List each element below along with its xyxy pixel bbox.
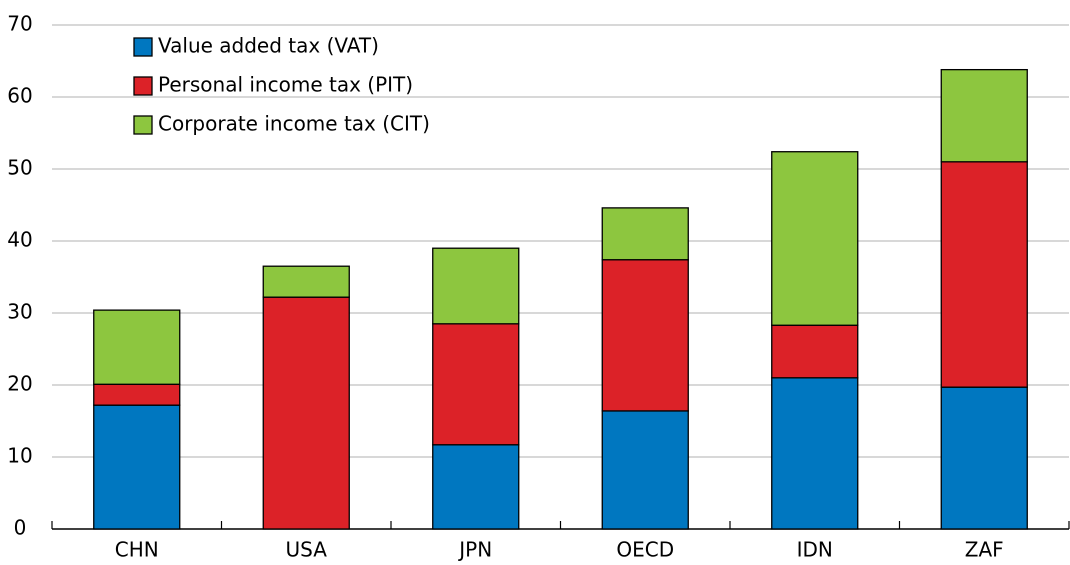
bar-segment — [601, 410, 689, 530]
y-tick-label: 50 — [7, 156, 32, 180]
x-tick-label: JPN — [457, 538, 492, 562]
y-tick-label: 70 — [7, 12, 32, 36]
legend-label: Corporate income tax (CIT) — [158, 112, 430, 136]
legend-label: Value added tax (VAT) — [158, 34, 379, 58]
y-tick-label: 0 — [14, 516, 27, 540]
bar-segment — [940, 386, 1028, 530]
bar-segment — [601, 207, 689, 261]
y-tick-label: 30 — [7, 300, 32, 324]
bar-segment — [940, 161, 1028, 388]
legend-swatch — [133, 76, 153, 96]
y-tick-label: 60 — [7, 84, 32, 108]
legend-swatch — [133, 37, 153, 57]
y-tick-label: 10 — [7, 444, 32, 468]
legend-swatch — [133, 115, 153, 135]
y-tick-label: 20 — [7, 372, 32, 396]
bar-segment — [601, 259, 689, 412]
bar-segment — [432, 444, 520, 530]
y-tick-label: 40 — [7, 228, 32, 252]
bar-segment — [771, 377, 859, 530]
bar-segment — [262, 296, 350, 530]
bar-segment — [771, 151, 859, 326]
bar-segment — [93, 309, 181, 385]
x-tick-label: IDN — [797, 538, 833, 562]
bar-segment — [262, 265, 350, 298]
x-tick-label: OECD — [616, 538, 674, 562]
bar-segment — [432, 247, 520, 325]
x-tick-label: USA — [286, 538, 328, 562]
bar-segment — [940, 68, 1028, 163]
legend-label: Personal income tax (PIT) — [158, 73, 413, 97]
x-tick-label: CHN — [115, 538, 159, 562]
bar-segment — [771, 324, 859, 379]
bar-segment — [93, 383, 181, 406]
bar-segment — [432, 323, 520, 446]
x-tick-label: ZAF — [965, 538, 1004, 562]
bar-segment — [93, 404, 181, 530]
